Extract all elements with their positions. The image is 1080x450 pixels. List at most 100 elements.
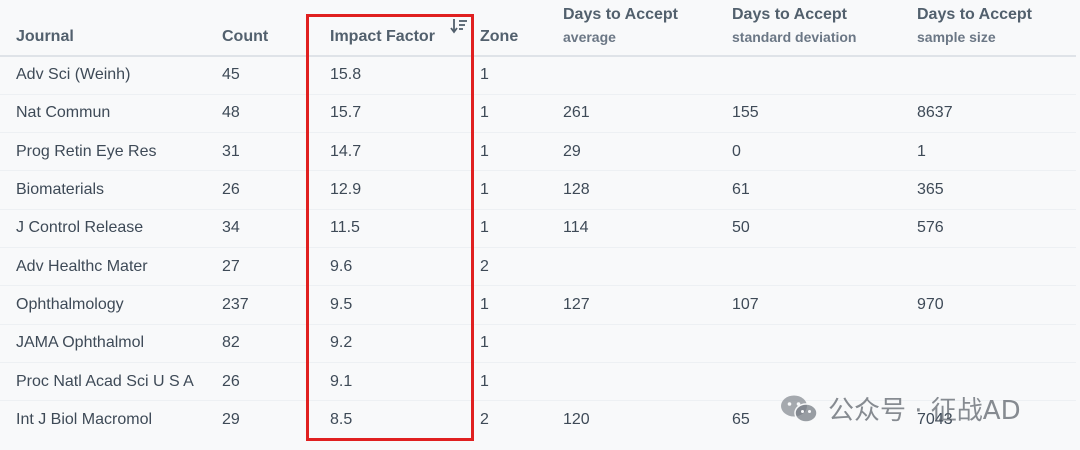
table-row[interactable]: Prog Retin Eye Res 31 14.7 1 29 0 1 bbox=[0, 133, 1076, 171]
cell-zone: 1 bbox=[480, 372, 489, 390]
cell-journal: Proc Natl Acad Sci U S A bbox=[16, 372, 194, 390]
table-header: Journal Count Impact Factor Zone bbox=[0, 0, 1076, 56]
cell-days-sd: 0 bbox=[732, 142, 741, 160]
cell-zone: 2 bbox=[480, 257, 489, 275]
cell-count: 27 bbox=[222, 257, 240, 275]
cell-days-sd: 61 bbox=[732, 181, 750, 199]
cell-count: 29 bbox=[222, 411, 240, 429]
cell-zone: 1 bbox=[480, 334, 489, 352]
cell-zone: 1 bbox=[480, 66, 489, 84]
table-body: Adv Sci (Weinh) 45 15.8 1 Nat Commun 48 … bbox=[0, 56, 1076, 439]
cell-days-sample-size bbox=[917, 247, 1076, 285]
watermark-text: 公众号 · 征战AD bbox=[828, 396, 1021, 426]
cell-zone: 2 bbox=[480, 411, 489, 429]
cell-days-average bbox=[563, 247, 732, 285]
cell-days-sample-size: 1 bbox=[917, 142, 926, 160]
cell-days-sd bbox=[732, 247, 917, 285]
cell-journal: J Control Release bbox=[16, 219, 144, 237]
wechat-icon bbox=[780, 394, 818, 424]
cell-zone: 1 bbox=[480, 142, 489, 160]
header-count-label: Count bbox=[222, 28, 269, 45]
header-zone[interactable]: Zone bbox=[480, 0, 563, 56]
cell-journal: Ophthalmology bbox=[16, 295, 124, 313]
cell-impact-factor: 15.7 bbox=[330, 104, 362, 122]
cell-impact-factor: 9.5 bbox=[330, 295, 353, 313]
cell-days-average bbox=[563, 324, 732, 362]
header-days-sd-title: Days to Accept bbox=[732, 6, 847, 23]
table-row[interactable]: Proc Natl Acad Sci U S A 26 9.1 1 bbox=[0, 362, 1076, 401]
journal-table: Journal Count Impact Factor Zone bbox=[0, 0, 1076, 439]
cell-impact-factor: 9.1 bbox=[330, 372, 353, 390]
cell-count: 45 bbox=[222, 66, 240, 84]
cell-zone: 1 bbox=[480, 295, 489, 313]
cell-count: 26 bbox=[222, 181, 240, 199]
header-journal-label: Journal bbox=[16, 28, 74, 45]
table-row[interactable]: Adv Sci (Weinh) 45 15.8 1 bbox=[0, 56, 1076, 95]
cell-journal: Biomaterials bbox=[16, 181, 105, 199]
cell-days-sd bbox=[732, 324, 917, 362]
cell-journal: Adv Sci (Weinh) bbox=[16, 66, 131, 84]
table-row[interactable]: Adv Healthc Mater 27 9.6 2 bbox=[0, 247, 1076, 286]
cell-days-sd: 50 bbox=[732, 219, 750, 237]
cell-impact-factor: 8.5 bbox=[330, 411, 353, 429]
cell-days-sample-size: 7043 bbox=[917, 411, 953, 429]
cell-count: 48 bbox=[222, 104, 240, 122]
cell-journal: Adv Healthc Mater bbox=[16, 257, 148, 275]
header-journal[interactable]: Journal bbox=[0, 0, 222, 56]
cell-count: 82 bbox=[222, 334, 240, 352]
header-days-sd[interactable]: Days to Accept standard deviation bbox=[732, 0, 917, 56]
header-days-sd-subtitle: standard deviation bbox=[732, 29, 857, 45]
table-row[interactable]: Biomaterials 26 12.9 1 128 61 365 bbox=[0, 171, 1076, 210]
table-row[interactable]: JAMA Ophthalmol 82 9.2 1 bbox=[0, 324, 1076, 363]
header-impact-factor[interactable]: Impact Factor bbox=[314, 0, 480, 56]
cell-days-sample-size: 8637 bbox=[917, 104, 953, 122]
cell-impact-factor: 9.2 bbox=[330, 334, 353, 352]
cell-days-average: 120 bbox=[563, 411, 590, 429]
header-days-sample-size-title: Days to Accept bbox=[917, 6, 1032, 23]
cell-impact-factor: 9.6 bbox=[330, 257, 353, 275]
cell-zone: 1 bbox=[480, 104, 489, 122]
cell-days-average: 127 bbox=[563, 295, 590, 313]
cell-days-sd: 107 bbox=[732, 295, 759, 313]
cell-impact-factor: 12.9 bbox=[330, 181, 362, 199]
header-days-average[interactable]: Days to Accept average bbox=[563, 0, 732, 56]
cell-count: 34 bbox=[222, 219, 240, 237]
cell-impact-factor: 15.8 bbox=[330, 66, 362, 84]
header-days-sample-size-subtitle: sample size bbox=[917, 29, 996, 45]
cell-days-sd bbox=[732, 56, 917, 94]
cell-journal: Int J Biol Macromol bbox=[16, 411, 153, 429]
cell-zone: 1 bbox=[480, 219, 489, 237]
cell-count: 237 bbox=[222, 295, 249, 313]
sort-descending-icon[interactable] bbox=[450, 18, 468, 34]
cell-count: 26 bbox=[222, 372, 240, 390]
header-days-sample-size[interactable]: Days to Accept sample size bbox=[917, 0, 1076, 56]
cell-days-average: 261 bbox=[563, 104, 590, 122]
table-row[interactable]: J Control Release 34 11.5 1 114 50 576 bbox=[0, 209, 1076, 248]
header-days-average-title: Days to Accept bbox=[563, 6, 678, 23]
watermark: 公众号 · 征战AD bbox=[780, 390, 1021, 427]
header-impact-factor-label: Impact Factor bbox=[330, 28, 435, 45]
cell-impact-factor: 11.5 bbox=[330, 219, 360, 237]
cell-journal: Prog Retin Eye Res bbox=[16, 142, 157, 160]
table-row[interactable]: Ophthalmology 237 9.5 1 127 107 970 bbox=[0, 286, 1076, 325]
cell-journal: JAMA Ophthalmol bbox=[16, 334, 145, 352]
header-zone-label: Zone bbox=[480, 28, 519, 45]
cell-days-average: 29 bbox=[563, 142, 581, 160]
cell-journal: Nat Commun bbox=[16, 104, 111, 122]
table-row[interactable]: Nat Commun 48 15.7 1 261 155 8637 bbox=[0, 94, 1076, 133]
cell-days-sample-size: 576 bbox=[917, 219, 944, 237]
cell-count: 31 bbox=[222, 142, 240, 160]
header-count[interactable]: Count bbox=[222, 0, 314, 56]
cell-impact-factor: 14.7 bbox=[330, 142, 362, 160]
cell-zone: 1 bbox=[480, 181, 489, 199]
cell-days-sample-size: 365 bbox=[917, 181, 944, 199]
cell-days-sd: 65 bbox=[732, 411, 750, 429]
cell-days-average bbox=[563, 56, 732, 94]
table-row[interactable]: Int J Biol Macromol 29 8.5 2 120 65 7043 bbox=[0, 401, 1076, 439]
cell-days-average: 114 bbox=[563, 219, 589, 237]
cell-days-sample-size bbox=[917, 56, 1076, 94]
header-days-average-subtitle: average bbox=[563, 29, 616, 45]
header-row: Journal Count Impact Factor Zone bbox=[0, 0, 1076, 56]
cell-days-sample-size bbox=[917, 324, 1076, 362]
